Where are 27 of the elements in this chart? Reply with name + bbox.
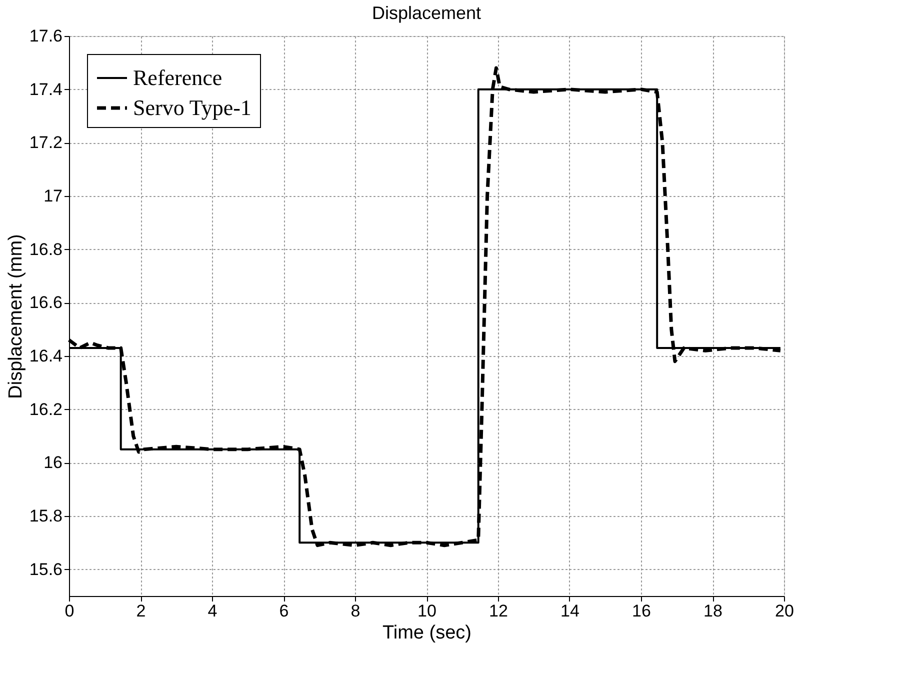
- x-axis-title: Time (sec): [382, 622, 472, 644]
- x-tick-label: 10: [418, 602, 436, 620]
- y-tick-label: 17.4: [29, 80, 62, 99]
- legend-label: Servo Type-1: [133, 95, 252, 120]
- x-tick-label: 16: [632, 602, 651, 620]
- y-tick-label: 15.8: [29, 506, 62, 526]
- x-tick-label: 4: [208, 602, 218, 620]
- y-tick-label: 16.6: [29, 293, 62, 312]
- x-tick-label: 8: [350, 602, 360, 620]
- y-tick-label: 17: [44, 186, 62, 206]
- x-tick-label: 14: [560, 602, 580, 620]
- y-tick-label: 17.2: [29, 133, 62, 152]
- y-tick-label: 17.6: [29, 26, 62, 46]
- x-tick-label: 18: [704, 602, 722, 620]
- legend-label: Reference: [133, 65, 222, 90]
- y-tick-label: 16.4: [29, 346, 62, 366]
- chart-title: Displacement: [372, 3, 482, 23]
- y-axis-title: Displacement (mm): [5, 234, 26, 399]
- y-tick-label: 16.2: [29, 400, 62, 419]
- x-tick-label: 12: [489, 602, 508, 620]
- y-tick-label: 16: [44, 453, 62, 472]
- x-tick-label: 6: [279, 602, 289, 620]
- x-tick-label: 0: [64, 602, 74, 620]
- y-tick-label: 16.8: [29, 240, 62, 259]
- x-tick-label: 20: [775, 602, 794, 620]
- y-tick-label: 15.6: [29, 560, 62, 579]
- x-tick-label: 2: [136, 602, 146, 620]
